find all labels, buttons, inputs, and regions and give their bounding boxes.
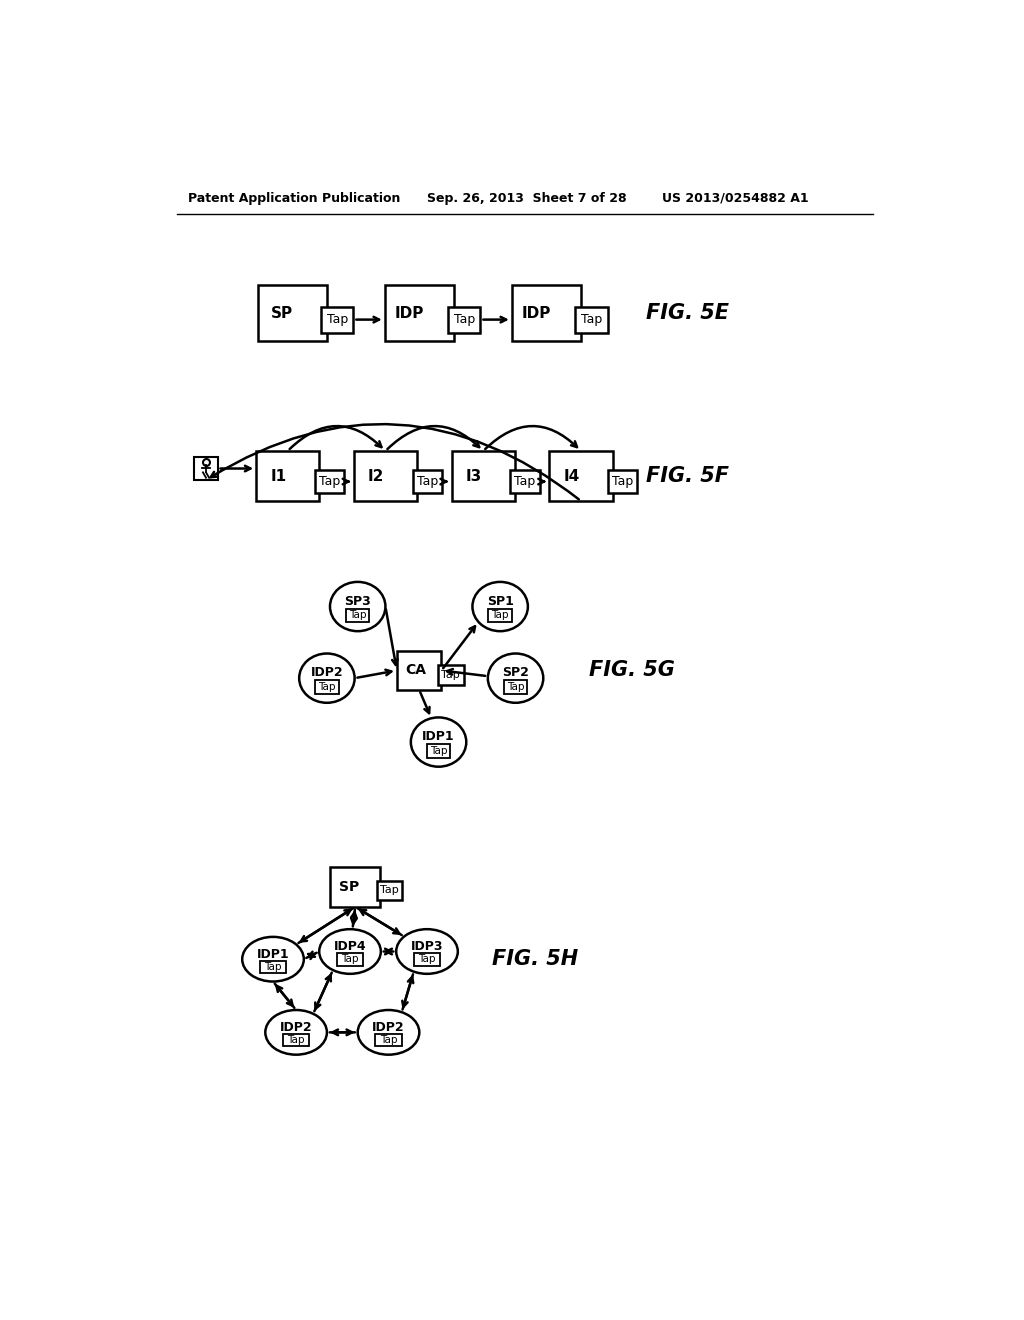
Bar <box>550 451 612 502</box>
FancyArrowPatch shape <box>211 424 579 499</box>
Text: Tap: Tap <box>380 1035 397 1045</box>
Text: Tap: Tap <box>349 610 367 620</box>
Text: Tap: Tap <box>454 313 475 326</box>
Text: IDP1: IDP1 <box>257 948 290 961</box>
Text: CA: CA <box>406 664 426 677</box>
Bar <box>314 470 344 494</box>
Text: I4: I4 <box>563 469 580 483</box>
Bar <box>315 680 339 694</box>
Ellipse shape <box>411 718 466 767</box>
Text: IDP4: IDP4 <box>334 940 367 953</box>
Text: FIG. 5E: FIG. 5E <box>646 304 729 323</box>
Text: Patent Application Publication: Patent Application Publication <box>188 191 400 205</box>
Bar <box>510 470 540 494</box>
Bar <box>512 285 581 341</box>
Bar <box>488 609 512 622</box>
Bar <box>283 1034 309 1047</box>
Text: SP: SP <box>339 880 359 894</box>
Bar <box>452 451 515 502</box>
Text: Sep. 26, 2013  Sheet 7 of 28: Sep. 26, 2013 Sheet 7 of 28 <box>427 191 627 205</box>
Bar <box>258 285 327 341</box>
Bar <box>330 867 380 907</box>
Text: Tap: Tap <box>430 746 447 756</box>
FancyArrowPatch shape <box>290 426 381 449</box>
Text: Tap: Tap <box>417 475 438 488</box>
Bar <box>449 306 480 333</box>
Bar <box>322 306 353 333</box>
Bar <box>427 744 451 758</box>
Bar <box>437 665 464 685</box>
Text: FIG. 5F: FIG. 5F <box>646 466 729 486</box>
Bar <box>413 470 442 494</box>
Bar <box>397 651 441 689</box>
Text: Tap: Tap <box>507 682 524 692</box>
Text: FIG. 5H: FIG. 5H <box>493 949 579 969</box>
Bar <box>256 451 319 502</box>
Ellipse shape <box>243 937 304 982</box>
Ellipse shape <box>265 1010 327 1055</box>
Text: IDP3: IDP3 <box>411 940 443 953</box>
Ellipse shape <box>330 582 385 631</box>
Bar <box>504 680 527 694</box>
Text: I2: I2 <box>368 469 384 483</box>
Bar <box>377 880 402 900</box>
Text: Tap: Tap <box>418 954 436 965</box>
Text: I3: I3 <box>466 469 482 483</box>
Text: Tap: Tap <box>318 682 336 692</box>
Text: Tap: Tap <box>492 610 509 620</box>
Bar <box>376 1034 401 1047</box>
Text: IDP: IDP <box>394 306 424 321</box>
Text: SP1: SP1 <box>486 594 514 607</box>
Ellipse shape <box>472 582 528 631</box>
Text: Tap: Tap <box>288 1035 305 1045</box>
Bar <box>608 470 638 494</box>
Text: SP: SP <box>271 306 293 321</box>
Bar <box>337 953 364 965</box>
Text: SP2: SP2 <box>502 667 529 680</box>
Ellipse shape <box>487 653 544 702</box>
Ellipse shape <box>299 653 354 702</box>
FancyArrowPatch shape <box>387 426 479 449</box>
Text: Tap: Tap <box>341 954 358 965</box>
Bar <box>575 306 607 333</box>
Ellipse shape <box>396 929 458 974</box>
Bar <box>385 285 454 341</box>
Text: IDP2: IDP2 <box>372 1020 404 1034</box>
Bar <box>195 457 217 480</box>
Text: Tap: Tap <box>514 475 536 488</box>
Text: Tap: Tap <box>264 962 282 972</box>
Text: FIG. 5G: FIG. 5G <box>589 660 675 680</box>
Bar <box>260 961 286 973</box>
Text: IDP2: IDP2 <box>310 667 343 680</box>
Text: Tap: Tap <box>318 475 340 488</box>
Text: Tap: Tap <box>612 475 634 488</box>
Bar <box>354 451 417 502</box>
Bar <box>414 953 440 965</box>
Bar <box>346 609 370 622</box>
Text: US 2013/0254882 A1: US 2013/0254882 A1 <box>662 191 809 205</box>
Text: Tap: Tap <box>380 886 399 895</box>
Ellipse shape <box>319 929 381 974</box>
Text: Tap: Tap <box>581 313 602 326</box>
Text: SP3: SP3 <box>344 594 371 607</box>
Text: IDP: IDP <box>521 306 551 321</box>
Text: Tap: Tap <box>441 669 460 680</box>
Text: Tap: Tap <box>327 313 348 326</box>
FancyArrowPatch shape <box>485 426 577 449</box>
Text: IDP1: IDP1 <box>422 730 455 743</box>
Text: I1: I1 <box>270 469 287 483</box>
Text: IDP2: IDP2 <box>280 1020 312 1034</box>
Ellipse shape <box>357 1010 419 1055</box>
